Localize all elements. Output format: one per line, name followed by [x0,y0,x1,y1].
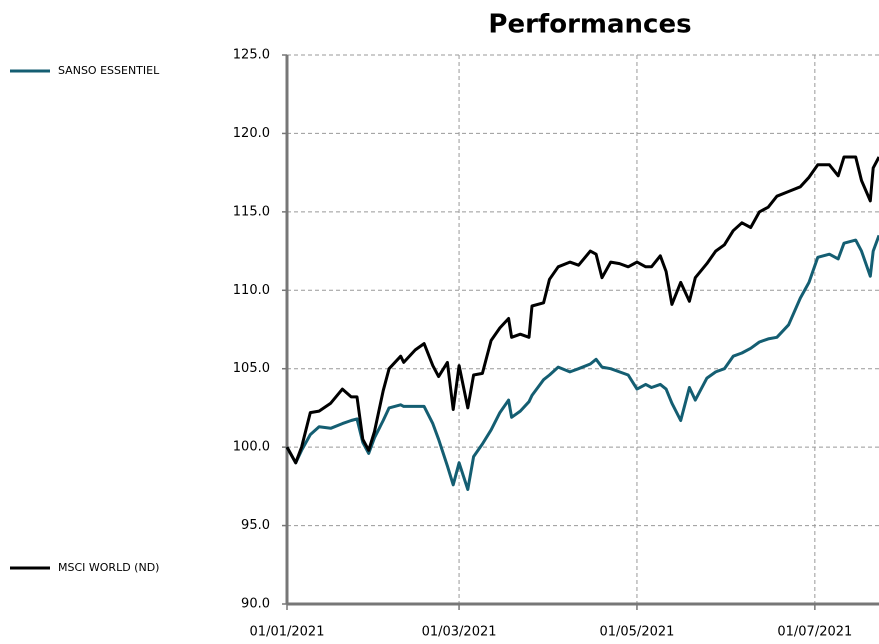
legend-label: SANSO ESSENTIEL [58,64,160,77]
y-tick-label: 120.0 [233,126,270,141]
y-tick-label: 125.0 [233,48,270,63]
x-tick-label: 01/03/2021 [422,625,497,640]
x-tick-label: 01/05/2021 [599,625,674,640]
y-tick-label: 95.0 [241,518,270,533]
chart-title: Performances [488,10,691,40]
series-line [285,155,879,465]
y-tick-label: 115.0 [233,204,270,219]
x-tick-label: 01/07/2021 [777,625,852,640]
y-tick-label: 105.0 [233,361,270,376]
x-tick-label: 01/01/2021 [250,625,325,640]
y-tick-label: 110.0 [233,283,270,298]
y-tick-label: 90.0 [241,597,270,612]
y-tick-label: 100.0 [233,440,270,455]
series-line [285,234,879,491]
legend-label: MSCI WORLD (ND) [58,561,159,574]
